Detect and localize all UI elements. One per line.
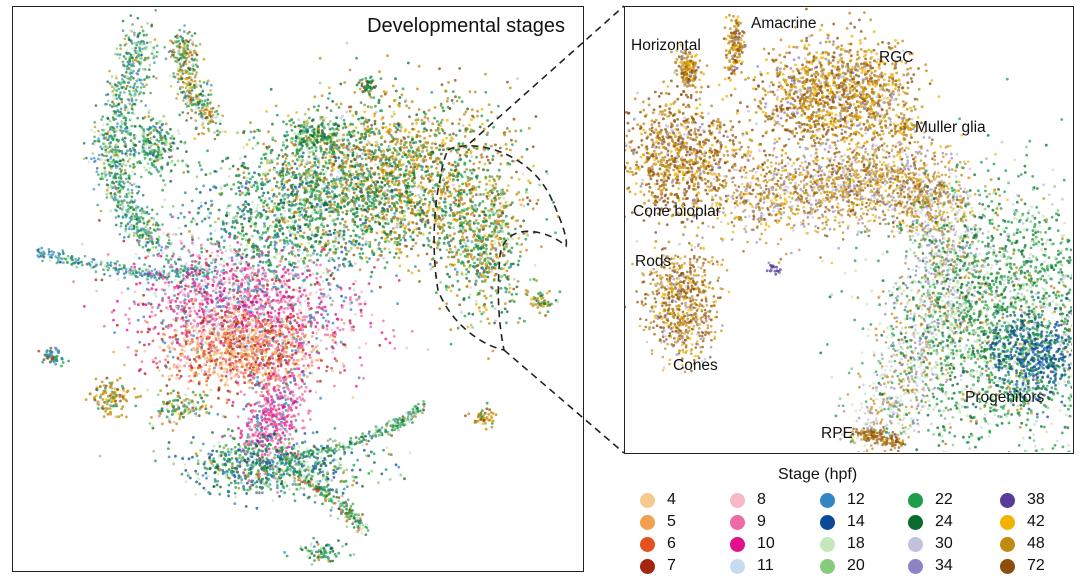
legend-label: 34: [935, 557, 953, 575]
legend-swatch: [640, 558, 655, 574]
legend-label: 42: [1027, 513, 1045, 531]
legend-item: 6: [640, 534, 676, 554]
legend-label: 48: [1027, 535, 1045, 553]
label-horizontal: Horizontal: [631, 37, 701, 55]
legend-item: 22: [908, 490, 953, 510]
label-cone-bipolar: Cone bioplar: [633, 203, 721, 221]
label-cones: Cones: [673, 357, 718, 375]
legend-swatch: [820, 514, 835, 530]
legend-label: 22: [935, 491, 953, 509]
label-progenitors: Progenitors: [965, 389, 1044, 407]
label-rods: Rods: [635, 253, 671, 271]
legend-item: 30: [908, 534, 953, 554]
legend-swatch: [908, 558, 923, 574]
legend-swatch: [820, 492, 835, 508]
left-embedding-panel: Developmental stages: [12, 6, 584, 572]
legend-item: 18: [820, 534, 865, 554]
legend-swatch: [1000, 492, 1015, 508]
legend-item: 24: [908, 512, 953, 532]
legend-swatch: [820, 558, 835, 574]
label-muller-glia: Muller glia: [915, 119, 986, 137]
label-rgc: RGC: [879, 49, 913, 67]
legend-swatch: [908, 514, 923, 530]
legend-swatch: [640, 536, 655, 552]
legend-title: Stage (hpf): [778, 466, 857, 484]
legend-item: 20: [820, 556, 865, 576]
legend-item: 48: [1000, 534, 1045, 554]
legend-label: 5: [667, 513, 676, 531]
legend-swatch: [820, 536, 835, 552]
panel-title: Developmental stages: [367, 15, 565, 38]
legend-item: 8: [730, 490, 766, 510]
legend-swatch: [730, 536, 745, 552]
legend-swatch: [640, 492, 655, 508]
legend-swatch: [730, 514, 745, 530]
legend-item: 10: [730, 534, 775, 554]
legend-swatch: [730, 558, 745, 574]
legend-label: 11: [757, 557, 774, 575]
legend-swatch: [640, 514, 655, 530]
legend-label: 6: [667, 535, 676, 553]
legend-swatch: [1000, 558, 1015, 574]
label-rpe: RPE: [821, 425, 853, 443]
legend-swatch: [1000, 514, 1015, 530]
legend-swatch: [908, 492, 923, 508]
legend-item: 38: [1000, 490, 1045, 510]
legend-label: 38: [1027, 491, 1045, 509]
legend-swatch: [908, 536, 923, 552]
legend-label: 9: [757, 513, 766, 531]
legend-item: 72: [1000, 556, 1045, 576]
legend-label: 12: [847, 491, 865, 509]
legend-label: 20: [847, 557, 865, 575]
legend-label: 10: [757, 535, 775, 553]
legend-label: 14: [847, 513, 865, 531]
right-embedding-plot: [625, 7, 1072, 452]
legend-label: 8: [757, 491, 766, 509]
legend-label: 24: [935, 513, 953, 531]
legend-swatch: [730, 492, 745, 508]
legend-item: 11: [730, 556, 774, 576]
legend-item: 5: [640, 512, 676, 532]
legend-item: 12: [820, 490, 865, 510]
legend-item: 14: [820, 512, 865, 532]
legend-label: 4: [667, 491, 676, 509]
legend-label: 18: [847, 535, 865, 553]
legend-grid: 4 5 6 7 8 9 10 11 12 14 18 20 22 24 30 34 38 42 48 72: [640, 490, 1070, 586]
legend-item: 7: [640, 556, 676, 576]
legend-label: 30: [935, 535, 953, 553]
right-zoom-panel: Amacrine Horizontal RGC Muller glia Cone…: [624, 6, 1074, 454]
legend-label: 72: [1027, 557, 1045, 575]
legend-item: 9: [730, 512, 766, 532]
legend-item: 42: [1000, 512, 1045, 532]
legend-label: 7: [667, 557, 676, 575]
legend-item: 4: [640, 490, 676, 510]
legend-swatch: [1000, 536, 1015, 552]
label-amacrine: Amacrine: [751, 15, 816, 33]
legend-item: 34: [908, 556, 953, 576]
left-embedding-plot: [36, 9, 562, 566]
